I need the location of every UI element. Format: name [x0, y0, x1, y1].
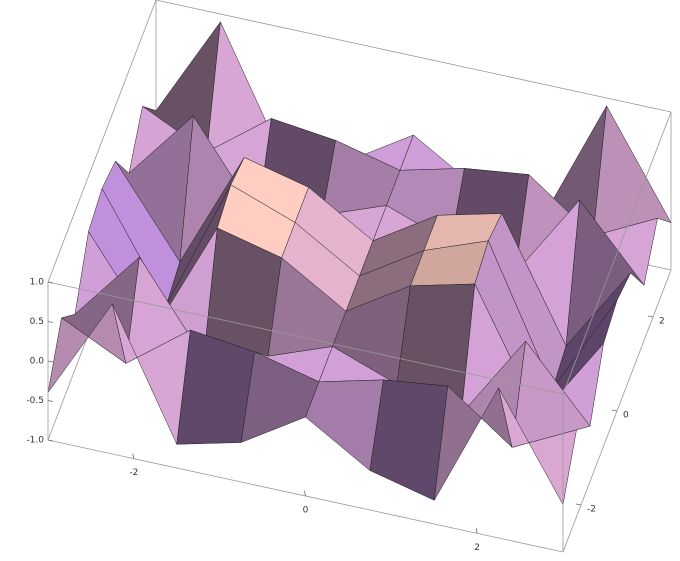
x-tick-label: 0: [303, 506, 309, 516]
x-tick: [304, 490, 306, 497]
z-tick-label: -0.5: [26, 396, 44, 406]
box-edge: [47, 281, 564, 395]
z-tick-label: -1.0: [26, 436, 44, 446]
z-tick: [47, 439, 54, 442]
y-tick: [575, 503, 582, 506]
z-tick-label: 0.5: [30, 317, 44, 327]
x-tick: [132, 453, 135, 459]
z-tick: [47, 360, 54, 363]
z-tick: [47, 281, 54, 284]
y-tick-label: 2: [659, 317, 665, 327]
y-tick-label: 0: [623, 411, 629, 421]
surface-cell: [498, 387, 577, 505]
surface-cell: [369, 379, 449, 501]
z-tick-label: 0.0: [30, 357, 45, 367]
z-tick: [47, 321, 54, 323]
z-tick-label: 1.0: [30, 278, 45, 288]
surface-cell: [592, 105, 672, 237]
x-tick: [475, 528, 478, 534]
x-tick-label: -2: [129, 468, 138, 478]
y-tick-label: -2: [587, 505, 596, 515]
box-edge: [47, 0, 157, 283]
y-tick: [611, 409, 618, 412]
z-tick: [47, 400, 54, 402]
y-tick: [647, 315, 654, 318]
box-edge: [155, 0, 672, 113]
box-edge: [562, 111, 672, 395]
x-tick-label: 2: [474, 543, 480, 553]
